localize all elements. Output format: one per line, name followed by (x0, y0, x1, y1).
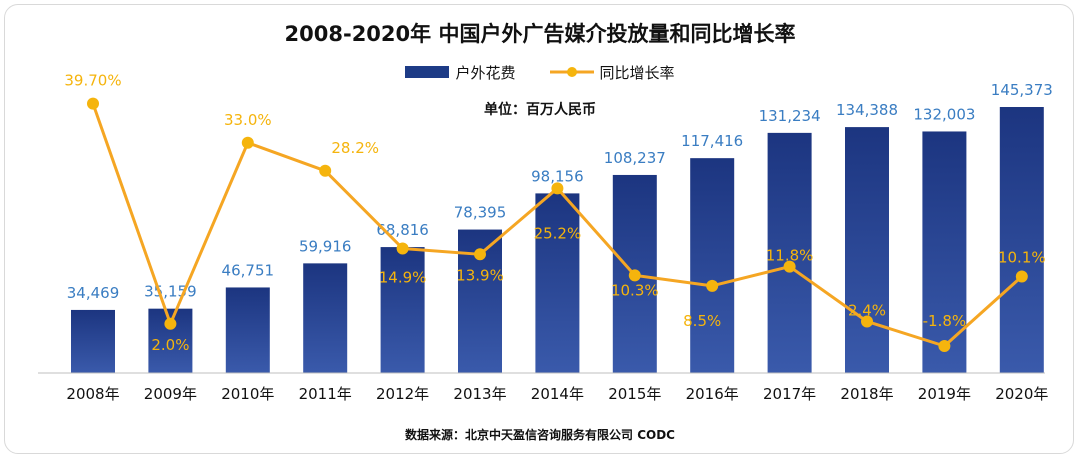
growth-point-2009年 (164, 317, 177, 330)
x-tick-label: 2015年 (608, 385, 661, 403)
bar-value-label: 59,916 (299, 237, 352, 255)
growth-rate-label: 39.70% (64, 72, 121, 90)
x-tick-label: 2013年 (453, 385, 506, 403)
growth-rate-label: 10.3% (611, 281, 659, 299)
legend-line-swatch (549, 67, 594, 77)
bar-series (71, 107, 1044, 373)
bar-2011年 (303, 263, 348, 373)
legend: 户外花费 同比增长率 (0, 60, 1080, 84)
bar-2014年 (535, 193, 580, 373)
growth-rate-label: 25.2% (534, 224, 582, 242)
x-tick-label: 2008年 (66, 385, 119, 403)
growth-point-2008年 (87, 97, 99, 110)
growth-rate-label: 33.0% (224, 111, 272, 129)
x-tick-label: 2017年 (763, 385, 816, 403)
bar-2018年 (845, 127, 889, 373)
growth-point-2010年 (241, 136, 254, 149)
growth-point-2012年 (396, 242, 409, 255)
bar-2017年 (767, 132, 812, 373)
growth-point-2020年 (1015, 270, 1028, 283)
x-tick-label: 2018年 (840, 385, 893, 403)
growth-point-2018年 (861, 315, 873, 328)
growth-rate-label: 11.8% (766, 247, 814, 265)
x-axis-ticks: 2008年 2009年 2010年 2011年 2012年 2013年 2014年 2015年… (66, 385, 1048, 403)
growth-rate-label: 14.9% (379, 268, 427, 286)
legend-bar-label: 户外花费 (455, 63, 516, 82)
bar-2016年 (690, 158, 735, 373)
growth-rate-label: -1.8% (923, 312, 967, 330)
growth-point-2015年 (628, 269, 641, 282)
x-tick-label: 2020年 (995, 385, 1048, 403)
bar-2020年 (999, 107, 1044, 373)
unit-note: 单位：百万人民币 (484, 102, 596, 118)
bar-value-label: 98,156 (531, 167, 584, 185)
bar-value-label: 131,234 (759, 107, 821, 125)
legend-bar-swatch (405, 66, 450, 78)
bar-value-label: 132,003 (913, 105, 975, 123)
x-tick-label: 2019年 (918, 385, 971, 403)
growth-rate-label: 2.0% (151, 336, 189, 354)
bar-value-label: 46,751 (222, 261, 275, 279)
bar-value-label: 108,237 (604, 149, 666, 167)
bar-value-labels: 34,469 35,15946,75159,91668,81678,39598,1… (67, 81, 1053, 302)
bar-value-label: 35,159 (144, 283, 197, 301)
bar-2012年 (380, 247, 425, 373)
legend-item-line: 同比增长率 (549, 62, 675, 83)
x-tick-label: 2014年 (531, 385, 584, 403)
growth-rate-label: 2.4% (848, 301, 886, 319)
legend-item-bar: 户外花费 (405, 62, 516, 83)
x-tick-label: 2010年 (221, 385, 274, 403)
bar-value-label: 78,395 (454, 204, 507, 222)
legend-line-label: 同比增长率 (599, 63, 675, 82)
growth-rate-labels: 39.70% 2.0% 33.0% 28.2% 14.9% 13.9% 25.2% 10.3%… (64, 72, 1045, 354)
x-tick-label: 2012年 (376, 385, 429, 403)
growth-point-2014年 (551, 182, 564, 195)
growth-rate-label: 8.5% (683, 312, 721, 330)
bar-2010年 (225, 287, 270, 373)
x-tick-label: 2011年 (299, 385, 352, 403)
bar-value-label: 145,373 (991, 81, 1053, 99)
bar-value-label: 117,416 (681, 132, 743, 150)
growth-point-2016年 (706, 279, 719, 292)
growth-rate-label: 28.2% (331, 139, 379, 157)
growth-point-2013年 (474, 248, 486, 261)
bar-value-label: 134,388 (836, 101, 898, 119)
growth-rate-label: 13.9% (456, 266, 504, 284)
bar-value-label: 34,469 (67, 284, 120, 302)
growth-line-series (87, 97, 1028, 352)
growth-point-2011年 (319, 164, 332, 177)
source-note: 数据来源：北京中天盈信咨询服务有限公司 CODC (405, 428, 675, 442)
x-tick-label: 2009年 (144, 385, 197, 403)
bar-2008年 (71, 309, 115, 373)
growth-rate-label: 10.1% (998, 249, 1046, 267)
growth-point-2019年 (938, 340, 951, 352)
x-tick-label: 2016年 (686, 385, 739, 403)
bar-2019年 (922, 131, 967, 373)
growth-point-2017年 (783, 260, 796, 273)
chart-title: 2008-2020年 中国户外广告媒介投放量和同比增长率 (284, 22, 796, 46)
